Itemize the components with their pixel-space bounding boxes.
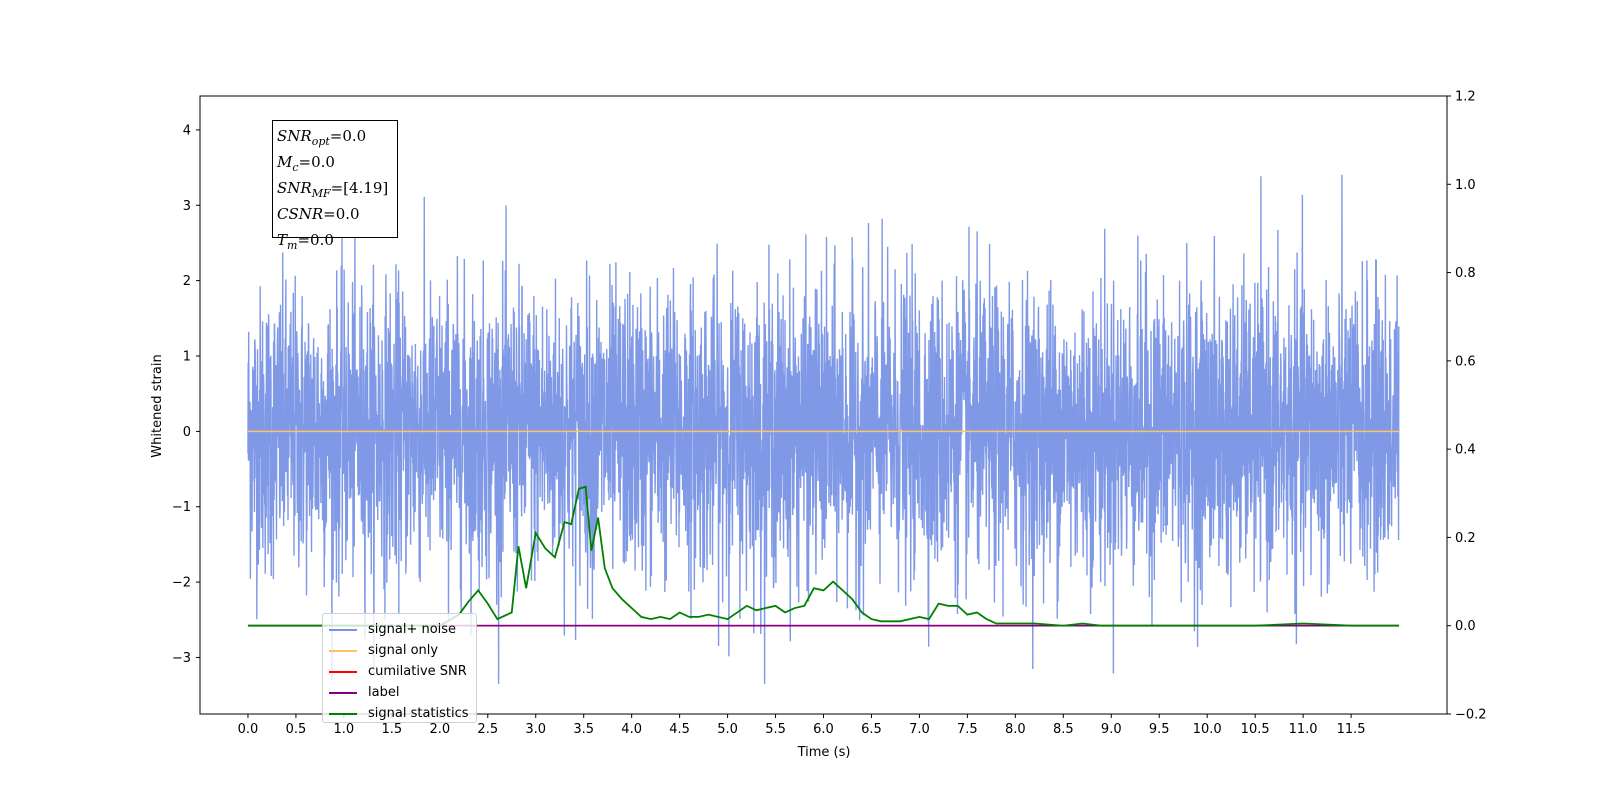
x-tick-label: 11.5	[1337, 722, 1366, 737]
y-right-tick-label: 1.2	[1455, 90, 1476, 105]
legend-swatch	[329, 628, 357, 631]
info-symbol: CSNR	[277, 205, 324, 223]
info-line-snr-opt: SNRopt=0.0	[277, 126, 397, 152]
x-axis-label: Time (s)	[797, 745, 851, 760]
info-box: SNRopt=0.0 Mc=0.0 SNRMF=[4.19] CSNR=0.0 …	[272, 120, 398, 252]
y-left-tick-label: 1	[183, 350, 191, 365]
legend-swatch	[329, 691, 357, 694]
x-tick-label: 0.0	[238, 722, 259, 737]
legend-item-signal-only: signal only	[329, 640, 476, 661]
y-right-tick-label: 0.4	[1455, 443, 1476, 458]
info-value: =0.0	[297, 231, 334, 249]
info-value: =0.0	[323, 205, 360, 223]
legend-item-label: label	[329, 682, 476, 703]
x-tick-label: 3.5	[573, 722, 594, 737]
y-left-tick-label: −2	[172, 576, 191, 591]
x-tick-label: 11.0	[1289, 722, 1318, 737]
y-right-tick-label: 0.8	[1455, 266, 1476, 281]
legend-item-signal-statistics: signal statistics	[329, 703, 476, 724]
y-right-tick-label: 1.0	[1455, 178, 1476, 193]
series-signal-noise	[247, 174, 1400, 684]
y-left-tick-label: −1	[172, 500, 191, 515]
info-line-mc: Mc=0.0	[277, 152, 397, 178]
x-tick-label: 10.5	[1241, 722, 1270, 737]
y-left-tick-label: 4	[183, 123, 191, 138]
x-tick-label: 7.5	[957, 722, 978, 737]
info-subscript: MF	[311, 187, 331, 200]
legend-label: signal only	[368, 643, 439, 658]
info-symbol: T	[277, 231, 288, 249]
legend-swatch	[329, 712, 357, 715]
info-line-csnr: CSNR=0.0	[277, 204, 397, 230]
x-tick-label: 9.0	[1101, 722, 1122, 737]
info-value: =0.0	[329, 127, 367, 145]
info-value: =0.0	[298, 153, 335, 171]
legend-label: signal+ noise	[368, 622, 457, 637]
y-left-tick-label: 2	[183, 274, 191, 289]
x-tick-label: 5.0	[717, 722, 738, 737]
x-tick-label: 2.0	[429, 722, 450, 737]
signal-statistics-line	[247, 485, 1400, 627]
x-tick-label: 5.5	[765, 722, 786, 737]
y-left-tick-label: 3	[183, 199, 191, 214]
info-line-snr-mf: SNRMF=[4.19]	[277, 178, 397, 204]
y-right-tick-label: 0.6	[1455, 354, 1476, 369]
legend-label: signal statistics	[368, 706, 469, 721]
info-symbol: M	[277, 153, 293, 171]
info-value: =[4.19]	[330, 179, 389, 197]
info-subscript: opt	[311, 135, 330, 148]
x-tick-label: 6.0	[813, 722, 834, 737]
legend-item-signal-noise: signal+ noise	[329, 619, 476, 640]
legend-item-cumulative-snr: cumilative SNR	[329, 661, 476, 682]
x-tick-label: 4.0	[621, 722, 642, 737]
x-tick-label: 9.5	[1149, 722, 1170, 737]
x-tick-label: 0.5	[286, 722, 307, 737]
legend-swatch	[329, 670, 357, 673]
x-tick-label: 3.0	[525, 722, 546, 737]
x-tick-label: 8.5	[1053, 722, 1074, 737]
x-tick-label: 2.5	[477, 722, 498, 737]
legend-label: label	[368, 685, 400, 700]
y-left-tick-label: 0	[183, 425, 191, 440]
y-right-tick-label: 0.2	[1455, 531, 1476, 546]
info-symbol: SNR	[277, 179, 312, 197]
legend-swatch	[329, 649, 357, 652]
x-tick-label: 1.5	[382, 722, 403, 737]
y-axis-right: 1.2 1.0 0.8 0.6 0.4 0.2 0.0 −0.2	[1447, 90, 1487, 723]
info-symbol: SNR	[277, 127, 312, 145]
y-right-tick-label: 0.0	[1455, 619, 1476, 634]
x-tick-label: 8.0	[1005, 722, 1026, 737]
x-tick-label: 7.0	[909, 722, 930, 737]
x-tick-label: 4.5	[669, 722, 690, 737]
info-subscript: m	[287, 239, 298, 252]
x-tick-label: 6.5	[861, 722, 882, 737]
signal-noise-line	[247, 174, 1400, 684]
y-axis-left: 4 3 2 1 0 −1 −2 −3	[172, 123, 200, 666]
x-tick-label: 1.0	[334, 722, 355, 737]
y-right-tick-label: −0.2	[1455, 708, 1487, 723]
info-subscript: c	[292, 161, 299, 174]
legend: signal+ noise signal only cumilative SNR…	[322, 613, 477, 723]
legend-label: cumilative SNR	[368, 664, 467, 679]
y-left-tick-label: −3	[172, 651, 191, 666]
y-axis-label: Whitened strain	[150, 354, 165, 457]
x-axis: 0.0 0.5 1.0 1.5 2.0 2.5 3.0 3.5 4.0 4.5 5.0 5.5 6.0 6…	[238, 714, 1366, 737]
x-tick-label: 10.0	[1193, 722, 1222, 737]
info-line-tm: Tm=0.0	[277, 230, 397, 256]
